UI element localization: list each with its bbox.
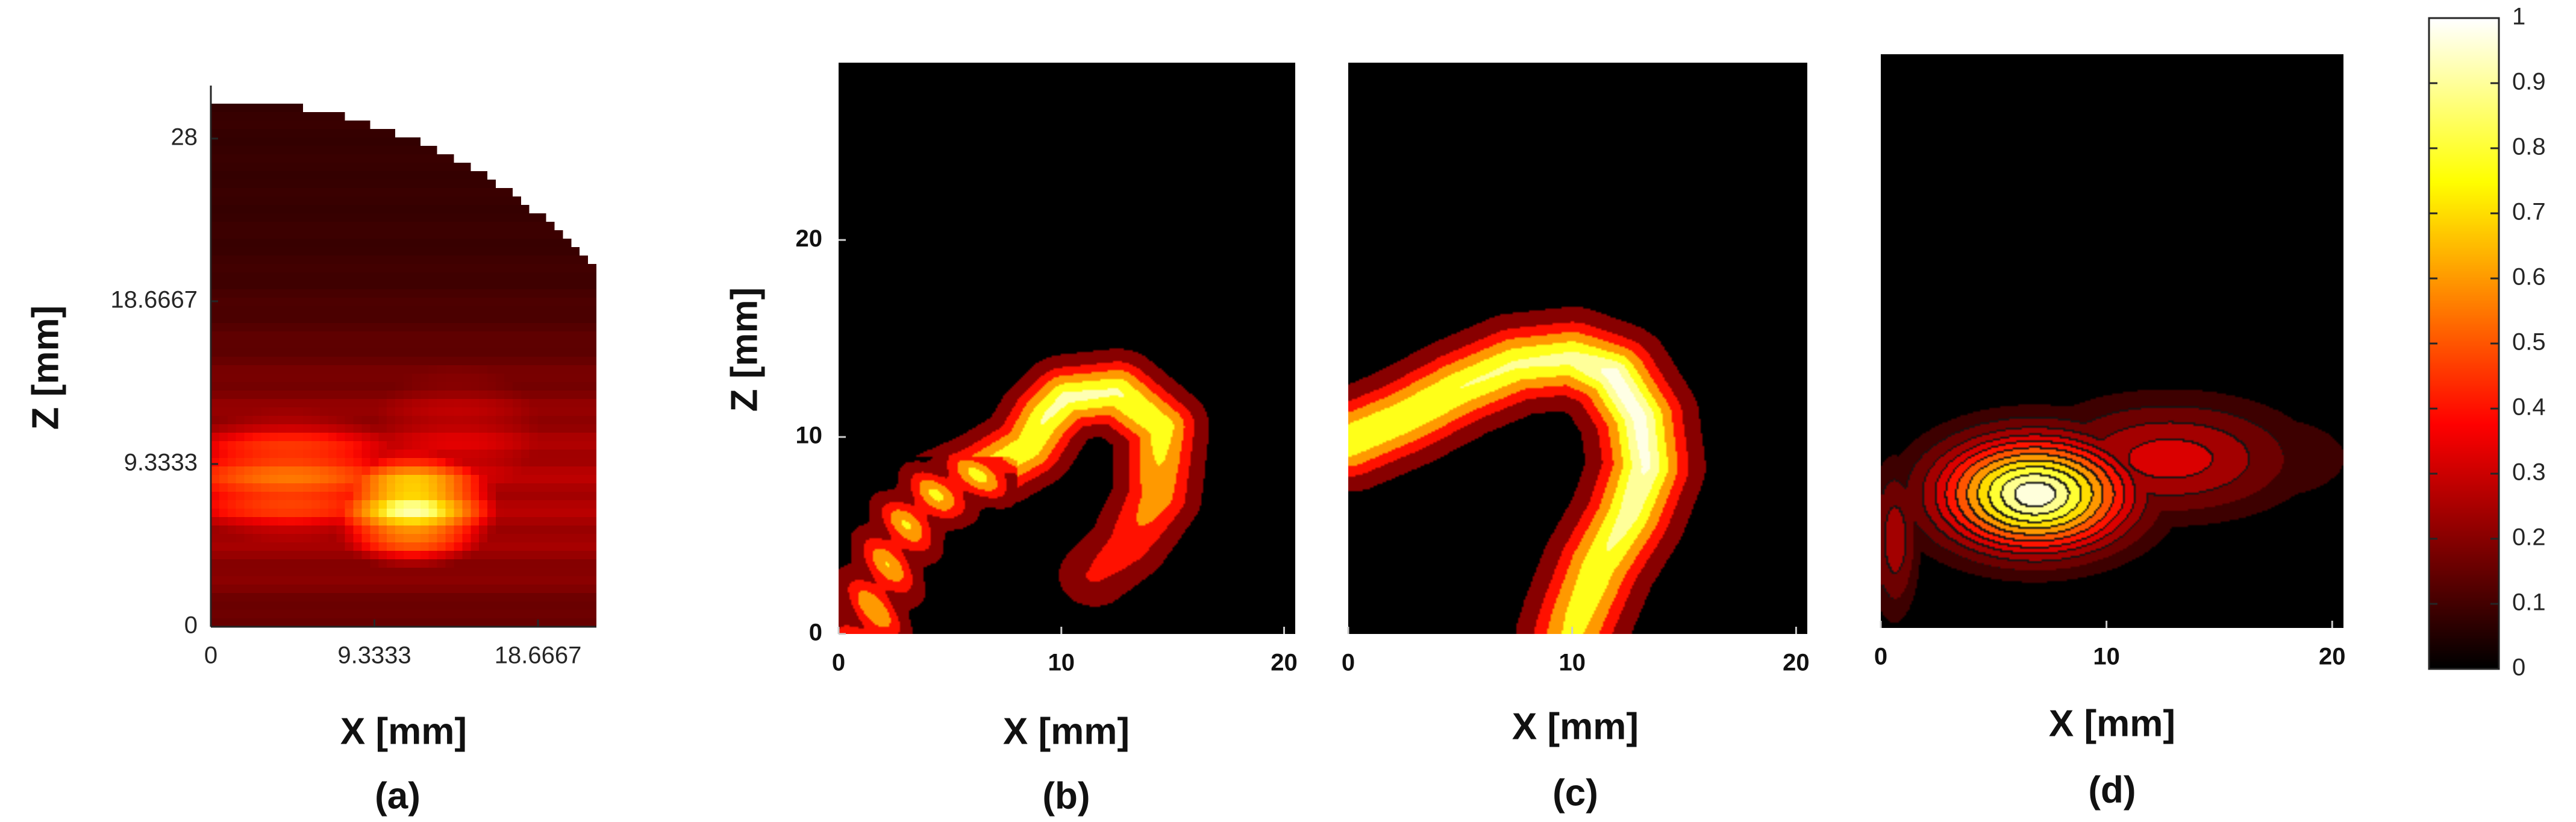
x-axis-label-a: X [mm] (340, 711, 467, 752)
y-tick-label-b: 20 (796, 225, 823, 252)
x-tick-label-c: 20 (1783, 650, 1810, 676)
y-tick-label-a: 18.6667 (110, 286, 198, 313)
x-tick-label-a: 18.6667 (495, 642, 582, 669)
y-tick-label-a: 9.3333 (124, 450, 198, 476)
x-tick-label-a: 0 (204, 642, 217, 669)
y-tick-label-a: 0 (184, 612, 198, 639)
panel-label-d: (d) (2088, 769, 2136, 811)
panel-label-b: (b) (1042, 775, 1090, 817)
colorbar-tick-label: 0.8 (2512, 134, 2546, 160)
colorbar-gradient (2429, 18, 2499, 669)
colorbar-tick-label: 0.9 (2512, 69, 2546, 95)
colorbar-tick-label: 0.5 (2512, 329, 2546, 356)
panel-label-c: (c) (1552, 772, 1598, 814)
x-tick-label-c: 0 (1342, 650, 1355, 676)
colorbar-tick-label: 0.6 (2512, 264, 2546, 290)
colorbar-tick-label: 0.3 (2512, 459, 2546, 486)
colorbar-tick-label: 0.1 (2512, 589, 2546, 616)
colorbar-tick-label: 1 (2512, 4, 2525, 30)
x-axis-label-d: X [mm] (2049, 703, 2175, 744)
x-tick-label-c: 10 (1558, 650, 1586, 676)
colorbar-tick-label: 0.4 (2512, 394, 2546, 421)
colorbar-tick-label: 0 (2512, 654, 2525, 681)
x-axis-label-c: X [mm] (1512, 706, 1639, 747)
y-axis-label-a: Z [mm] (25, 306, 66, 430)
heatmap-image-b (839, 63, 1295, 634)
x-tick-label-b: 10 (1048, 650, 1075, 676)
heatmap-image-c (1348, 63, 1807, 634)
x-tick-label-d: 10 (2093, 644, 2120, 670)
colorbar-tick-label: 0.2 (2512, 524, 2546, 551)
x-tick-label-a: 9.3333 (337, 642, 411, 669)
y-tick-label-b: 10 (796, 422, 823, 449)
colorbar-tick-label: 0.7 (2512, 199, 2546, 225)
y-tick-label-b: 0 (809, 620, 822, 646)
y-axis-label-b: Z [mm] (724, 287, 765, 412)
y-tick-label-a: 28 (171, 124, 198, 150)
x-tick-label-d: 20 (2319, 644, 2346, 670)
panel-label-a: (a) (375, 775, 420, 817)
x-axis-label-b: X [mm] (1003, 711, 1130, 752)
heatmap-image-a (211, 104, 596, 627)
x-tick-label-b: 0 (832, 650, 845, 676)
x-tick-label-d: 0 (1874, 644, 1887, 670)
heatmap-image-d (1881, 54, 2343, 628)
x-tick-label-b: 20 (1271, 650, 1298, 676)
